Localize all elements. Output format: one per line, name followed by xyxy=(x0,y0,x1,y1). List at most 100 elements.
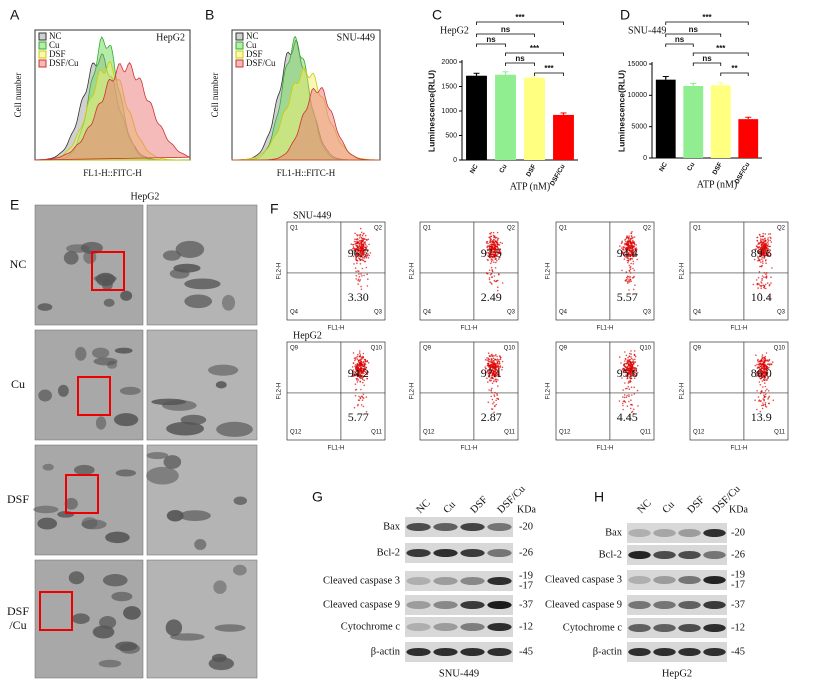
event-dot xyxy=(634,248,637,251)
band xyxy=(487,523,512,531)
event-dot xyxy=(489,262,492,265)
event-dot xyxy=(490,261,493,263)
event-dot xyxy=(624,255,626,258)
organelle xyxy=(119,386,141,395)
event-dot xyxy=(358,363,361,366)
legend-swatch xyxy=(38,41,47,50)
plot-frame xyxy=(689,221,789,321)
x-axis-label: FL1-H xyxy=(731,446,748,452)
event-dot xyxy=(357,353,359,356)
event-dot xyxy=(760,375,762,377)
event-dot xyxy=(357,374,359,377)
organelle xyxy=(179,510,211,522)
event-dot xyxy=(626,235,628,237)
event-dot xyxy=(629,365,631,367)
event-dot xyxy=(490,372,492,374)
chart-title: SNU-449 xyxy=(628,25,666,36)
event-dot xyxy=(499,365,502,367)
event-dot xyxy=(356,245,358,247)
event-dot xyxy=(766,272,768,274)
event-dot xyxy=(626,250,629,252)
event-dot xyxy=(361,259,364,261)
event-dot xyxy=(760,284,763,287)
organelle xyxy=(63,251,79,265)
organelle xyxy=(119,643,140,654)
event-dot xyxy=(761,367,764,370)
event-dot xyxy=(495,366,497,369)
event-dot xyxy=(491,358,493,360)
event-dot xyxy=(626,377,629,380)
event-dot xyxy=(362,356,364,358)
event-dot xyxy=(360,285,362,288)
y-axis-label: FL2-H xyxy=(546,263,552,280)
panel-title: HepG2 xyxy=(156,32,185,43)
kda-label: -12 xyxy=(731,622,745,633)
event-dot xyxy=(365,244,367,246)
quadrant-label: Q12 xyxy=(290,430,302,436)
event-dot xyxy=(367,371,370,374)
event-dot xyxy=(497,360,500,363)
event-dot xyxy=(626,394,628,397)
organelle xyxy=(99,616,117,630)
event-dot xyxy=(360,231,363,234)
event-dot xyxy=(366,285,369,287)
event-dot xyxy=(488,376,490,378)
band xyxy=(653,529,676,537)
quadrant-label: Q4 xyxy=(693,310,702,316)
legend-swatch xyxy=(235,41,244,50)
event-dot xyxy=(624,382,626,384)
event-dot xyxy=(497,367,500,369)
event-dot xyxy=(625,254,627,256)
kda-unit: KDa xyxy=(517,504,536,515)
event-dot xyxy=(761,264,763,267)
event-dot xyxy=(492,234,495,237)
event-dot xyxy=(760,265,762,268)
event-dot xyxy=(761,364,763,367)
event-dot xyxy=(360,255,363,257)
panel-label: C xyxy=(432,7,442,23)
event-dot xyxy=(765,262,767,265)
event-dot xyxy=(630,386,633,389)
event-dot xyxy=(756,390,758,392)
event-dot xyxy=(756,408,758,411)
event-dot xyxy=(353,357,356,360)
legend-label: DSF/Cu xyxy=(246,58,276,68)
event-dot xyxy=(360,358,363,361)
event-dot xyxy=(495,403,498,406)
organelle xyxy=(93,357,118,366)
event-dot xyxy=(364,242,366,245)
event-dot xyxy=(499,248,502,250)
x-tick-label: Cu xyxy=(686,161,696,172)
y-tick-label: 2000 xyxy=(441,59,457,66)
event-dot xyxy=(501,360,504,363)
event-dot xyxy=(756,359,759,362)
event-dot xyxy=(622,371,625,374)
event-dot xyxy=(490,395,493,398)
significance-label: ns xyxy=(689,25,699,34)
blot-strip xyxy=(405,617,513,637)
event-dot xyxy=(626,366,628,369)
event-dot xyxy=(629,373,631,376)
x-tick-label: DSF xyxy=(525,163,538,178)
event-dot xyxy=(352,352,355,354)
event-dot xyxy=(632,253,634,255)
x-axis-label: ATP (nM) xyxy=(697,179,737,190)
kda-label: -20 xyxy=(731,527,745,538)
event-dot xyxy=(488,247,491,249)
blot-strip xyxy=(627,595,727,615)
event-dot xyxy=(489,368,491,371)
event-dot xyxy=(763,360,766,362)
event-dot xyxy=(627,255,630,257)
event-dot xyxy=(362,243,365,246)
event-dot xyxy=(353,248,356,250)
event-dot xyxy=(759,359,762,362)
event-dot xyxy=(770,241,773,243)
event-dot xyxy=(623,394,626,396)
organelle xyxy=(123,606,141,620)
event-dot xyxy=(359,397,362,400)
event-dot xyxy=(496,364,498,367)
band xyxy=(406,549,431,557)
event-dot xyxy=(485,253,487,255)
organelle xyxy=(42,463,54,471)
event-dot xyxy=(366,377,369,380)
